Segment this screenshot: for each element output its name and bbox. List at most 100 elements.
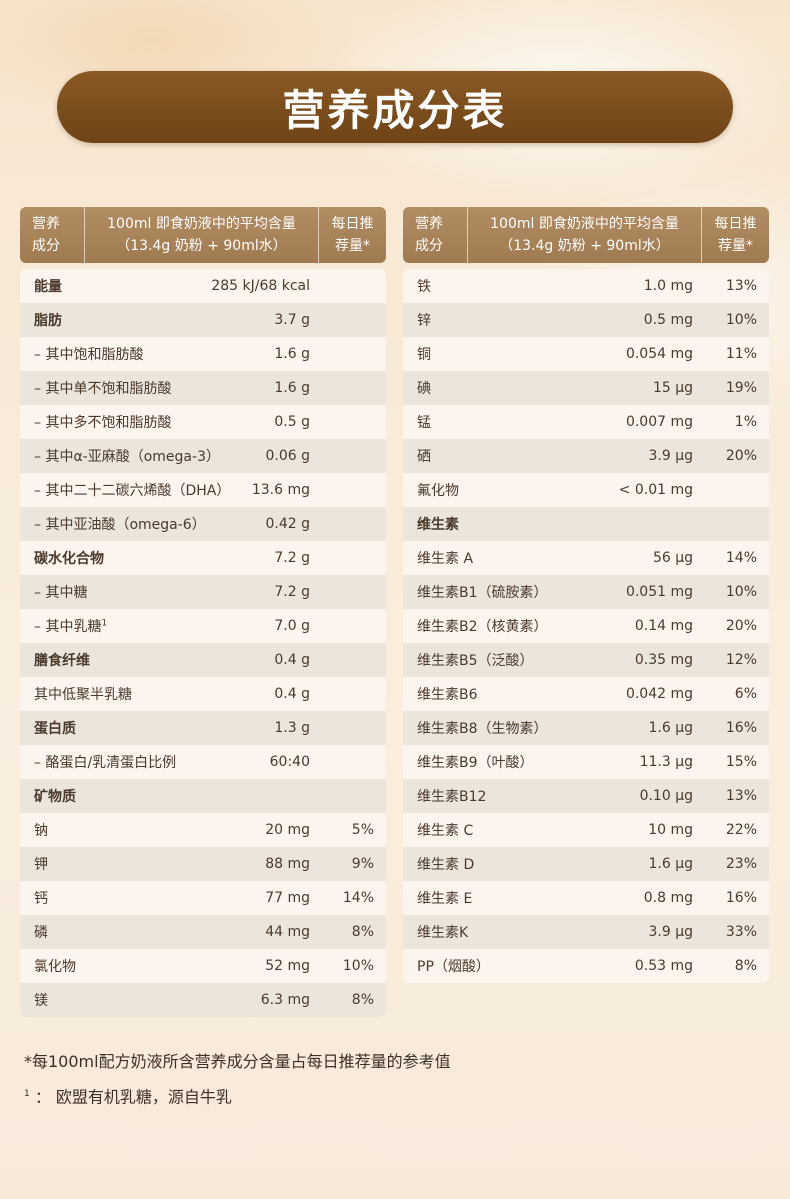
nutrient-amount: 13.6 mg — [251, 482, 310, 498]
table-row: 碳水化合物 7.2 g — [20, 541, 386, 575]
nutrient-name: 维生素B5（泛酸） — [417, 653, 534, 669]
table-row: 氟化物 < 0.01 mg — [403, 473, 769, 507]
nutrient-name: 维生素 E — [417, 891, 473, 907]
table-row: – 其中单不饱和脂肪酸 1.6 g — [20, 371, 386, 405]
table-row: 膳食纤维 0.4 g — [20, 643, 386, 677]
nutrient-amount: 0.5 mg — [643, 312, 693, 328]
nutrient-amount: 52 mg — [265, 958, 310, 974]
nutrient-amount: 0.007 mg — [625, 414, 693, 430]
header-amount: 100ml 即食奶液中的平均含量 （13.4g 奶粉 + 90ml水） — [467, 207, 701, 263]
nutrient-amount: 44 mg — [265, 924, 310, 940]
table-row: 维生素B12 0.10 μg 13% — [403, 779, 769, 813]
table-row: 维生素 D 1.6 μg 23% — [403, 847, 769, 881]
table-row: 硒 3.9 μg 20% — [403, 439, 769, 473]
nutrient-amount: < 0.01 mg — [618, 482, 693, 498]
table-row: 脂肪 3.7 g — [20, 303, 386, 337]
left-table: 营养 成分 100ml 即食奶液中的平均含量 （13.4g 奶粉 + 90ml水… — [20, 207, 386, 1017]
nutrient-name: 氯化物 — [34, 959, 76, 975]
nutrient-name: 钾 — [34, 857, 48, 873]
nutrient-amount: 0.051 mg — [625, 584, 693, 600]
nutrient-name: 氟化物 — [417, 483, 459, 499]
table-row: 维生素B8（生物素） 1.6 μg 16% — [403, 711, 769, 745]
table-row: 维生素B5（泛酸） 0.35 mg 12% — [403, 643, 769, 677]
nutrient-name: PP（烟酸） — [417, 959, 490, 975]
nutrient-daily-percent: 8% — [351, 992, 374, 1008]
page-title: 营养成分表 — [282, 85, 508, 135]
nutrient-name: 能量 — [34, 279, 62, 295]
table-row: 氯化物 52 mg 10% — [20, 949, 386, 983]
nutrient-daily-percent: 8% — [734, 958, 757, 974]
nutrient-name: 碘 — [417, 381, 431, 397]
table-row: 维生素 — [403, 507, 769, 541]
nutrient-name: 蛋白质 — [34, 721, 76, 737]
nutrient-daily-percent: 15% — [725, 754, 757, 770]
nutrient-amount: 77 mg — [265, 890, 310, 906]
table-row: 维生素B2（核黄素） 0.14 mg 20% — [403, 609, 769, 643]
table-row: 碘 15 μg 19% — [403, 371, 769, 405]
table-row: 铁 1.0 mg 13% — [403, 269, 769, 303]
nutrient-daily-percent: 13% — [725, 788, 757, 804]
table-row: 维生素 A 56 μg 14% — [403, 541, 769, 575]
nutrient-name: 其中低聚半乳糖 — [34, 687, 132, 703]
nutrient-name: – 其中α-亚麻酸（omega-3） — [34, 449, 220, 465]
table-row: – 酪蛋白/乳清蛋白比例 60:40 — [20, 745, 386, 779]
nutrient-name: 铁 — [417, 279, 431, 295]
nutrient-name: 维生素 C — [417, 823, 474, 839]
table-row: – 其中亚油酸（omega-6） 0.42 g — [20, 507, 386, 541]
table-row: 锰 0.007 mg 1% — [403, 405, 769, 439]
table-row: 维生素 E 0.8 mg 16% — [403, 881, 769, 915]
nutrient-name: 维生素B6 — [417, 687, 478, 703]
table-row: PP（烟酸） 0.53 mg 8% — [403, 949, 769, 983]
nutrient-amount: 0.042 mg — [625, 686, 693, 702]
nutrient-name: – 其中乳糖1 — [34, 618, 108, 635]
nutrient-amount: 285 kJ/68 kcal — [211, 278, 310, 294]
title-banner: 营养成分表 — [57, 71, 733, 143]
nutrient-name: – 其中多不饱和脂肪酸 — [34, 415, 172, 431]
table-row: – 其中糖 7.2 g — [20, 575, 386, 609]
nutrient-name: – 其中亚油酸（omega-6） — [34, 517, 206, 533]
nutrient-amount: 1.3 g — [274, 720, 310, 736]
nutrient-name: 镁 — [34, 993, 48, 1009]
table-row: 维生素B9（叶酸） 11.3 μg 15% — [403, 745, 769, 779]
nutrient-name: 维生素K — [417, 925, 469, 941]
footnote-marker: 1 — [24, 1089, 30, 1099]
table-row: – 其中α-亚麻酸（omega-3） 0.06 g — [20, 439, 386, 473]
nutrient-daily-percent: 1% — [734, 414, 757, 430]
nutrient-name: – 酪蛋白/乳清蛋白比例 — [34, 755, 177, 771]
nutrient-daily-percent: 12% — [725, 652, 757, 668]
nutrient-daily-percent: 23% — [725, 856, 757, 872]
nutrient-amount: 11.3 μg — [639, 754, 693, 770]
table-row: 维生素B1（硫胺素） 0.051 mg 10% — [403, 575, 769, 609]
table-row: 能量 285 kJ/68 kcal — [20, 269, 386, 303]
nutrient-amount: 1.6 g — [274, 346, 310, 362]
table-row: 磷 44 mg 8% — [20, 915, 386, 949]
nutrient-amount: 6.3 mg — [260, 992, 310, 1008]
nutrient-amount: 88 mg — [265, 856, 310, 872]
table-row: 其中低聚半乳糖 0.4 g — [20, 677, 386, 711]
nutrient-amount: 0.10 μg — [639, 788, 693, 804]
table-row: 蛋白质 1.3 g — [20, 711, 386, 745]
nutrient-name: 维生素B8（生物素） — [417, 721, 548, 737]
table-row: 维生素 C 10 mg 22% — [403, 813, 769, 847]
nutrient-amount: 0.4 g — [274, 652, 310, 668]
nutrient-amount: 1.0 mg — [643, 278, 693, 294]
nutrient-name: – 其中糖 — [34, 585, 88, 601]
nutrient-name: 维生素B12 — [417, 789, 487, 805]
nutrient-name: 钠 — [34, 823, 48, 839]
table-row: – 其中饱和脂肪酸 1.6 g — [20, 337, 386, 371]
header-amount: 100ml 即食奶液中的平均含量 （13.4g 奶粉 + 90ml水） — [84, 207, 318, 263]
nutrient-amount: 0.054 mg — [625, 346, 693, 362]
nutrient-name: 硒 — [417, 449, 431, 465]
nutrient-daily-percent: 10% — [725, 312, 757, 328]
table-row: 维生素K 3.9 μg 33% — [403, 915, 769, 949]
nutrient-name: 碳水化合物 — [34, 551, 104, 567]
nutrient-name: 锌 — [417, 313, 431, 329]
nutrient-daily-percent: 19% — [725, 380, 757, 396]
table-row: 镁 6.3 mg 8% — [20, 983, 386, 1017]
right-table: 营养 成分 100ml 即食奶液中的平均含量 （13.4g 奶粉 + 90ml水… — [403, 207, 769, 983]
nutrient-name: 脂肪 — [34, 313, 62, 329]
nutrient-name: 矿物质 — [34, 789, 76, 805]
right-table-body: 铁 1.0 mg 13% 锌 0.5 mg 10% 铜 0.054 mg 11% 碘 15 μg 19… — [403, 269, 769, 983]
footnote-daily-value: *每100ml配方奶液所含营养成分含量占每日推荐量的参考值 — [24, 1052, 451, 1071]
header-daily-value: 每日推 荐量* — [318, 207, 386, 263]
